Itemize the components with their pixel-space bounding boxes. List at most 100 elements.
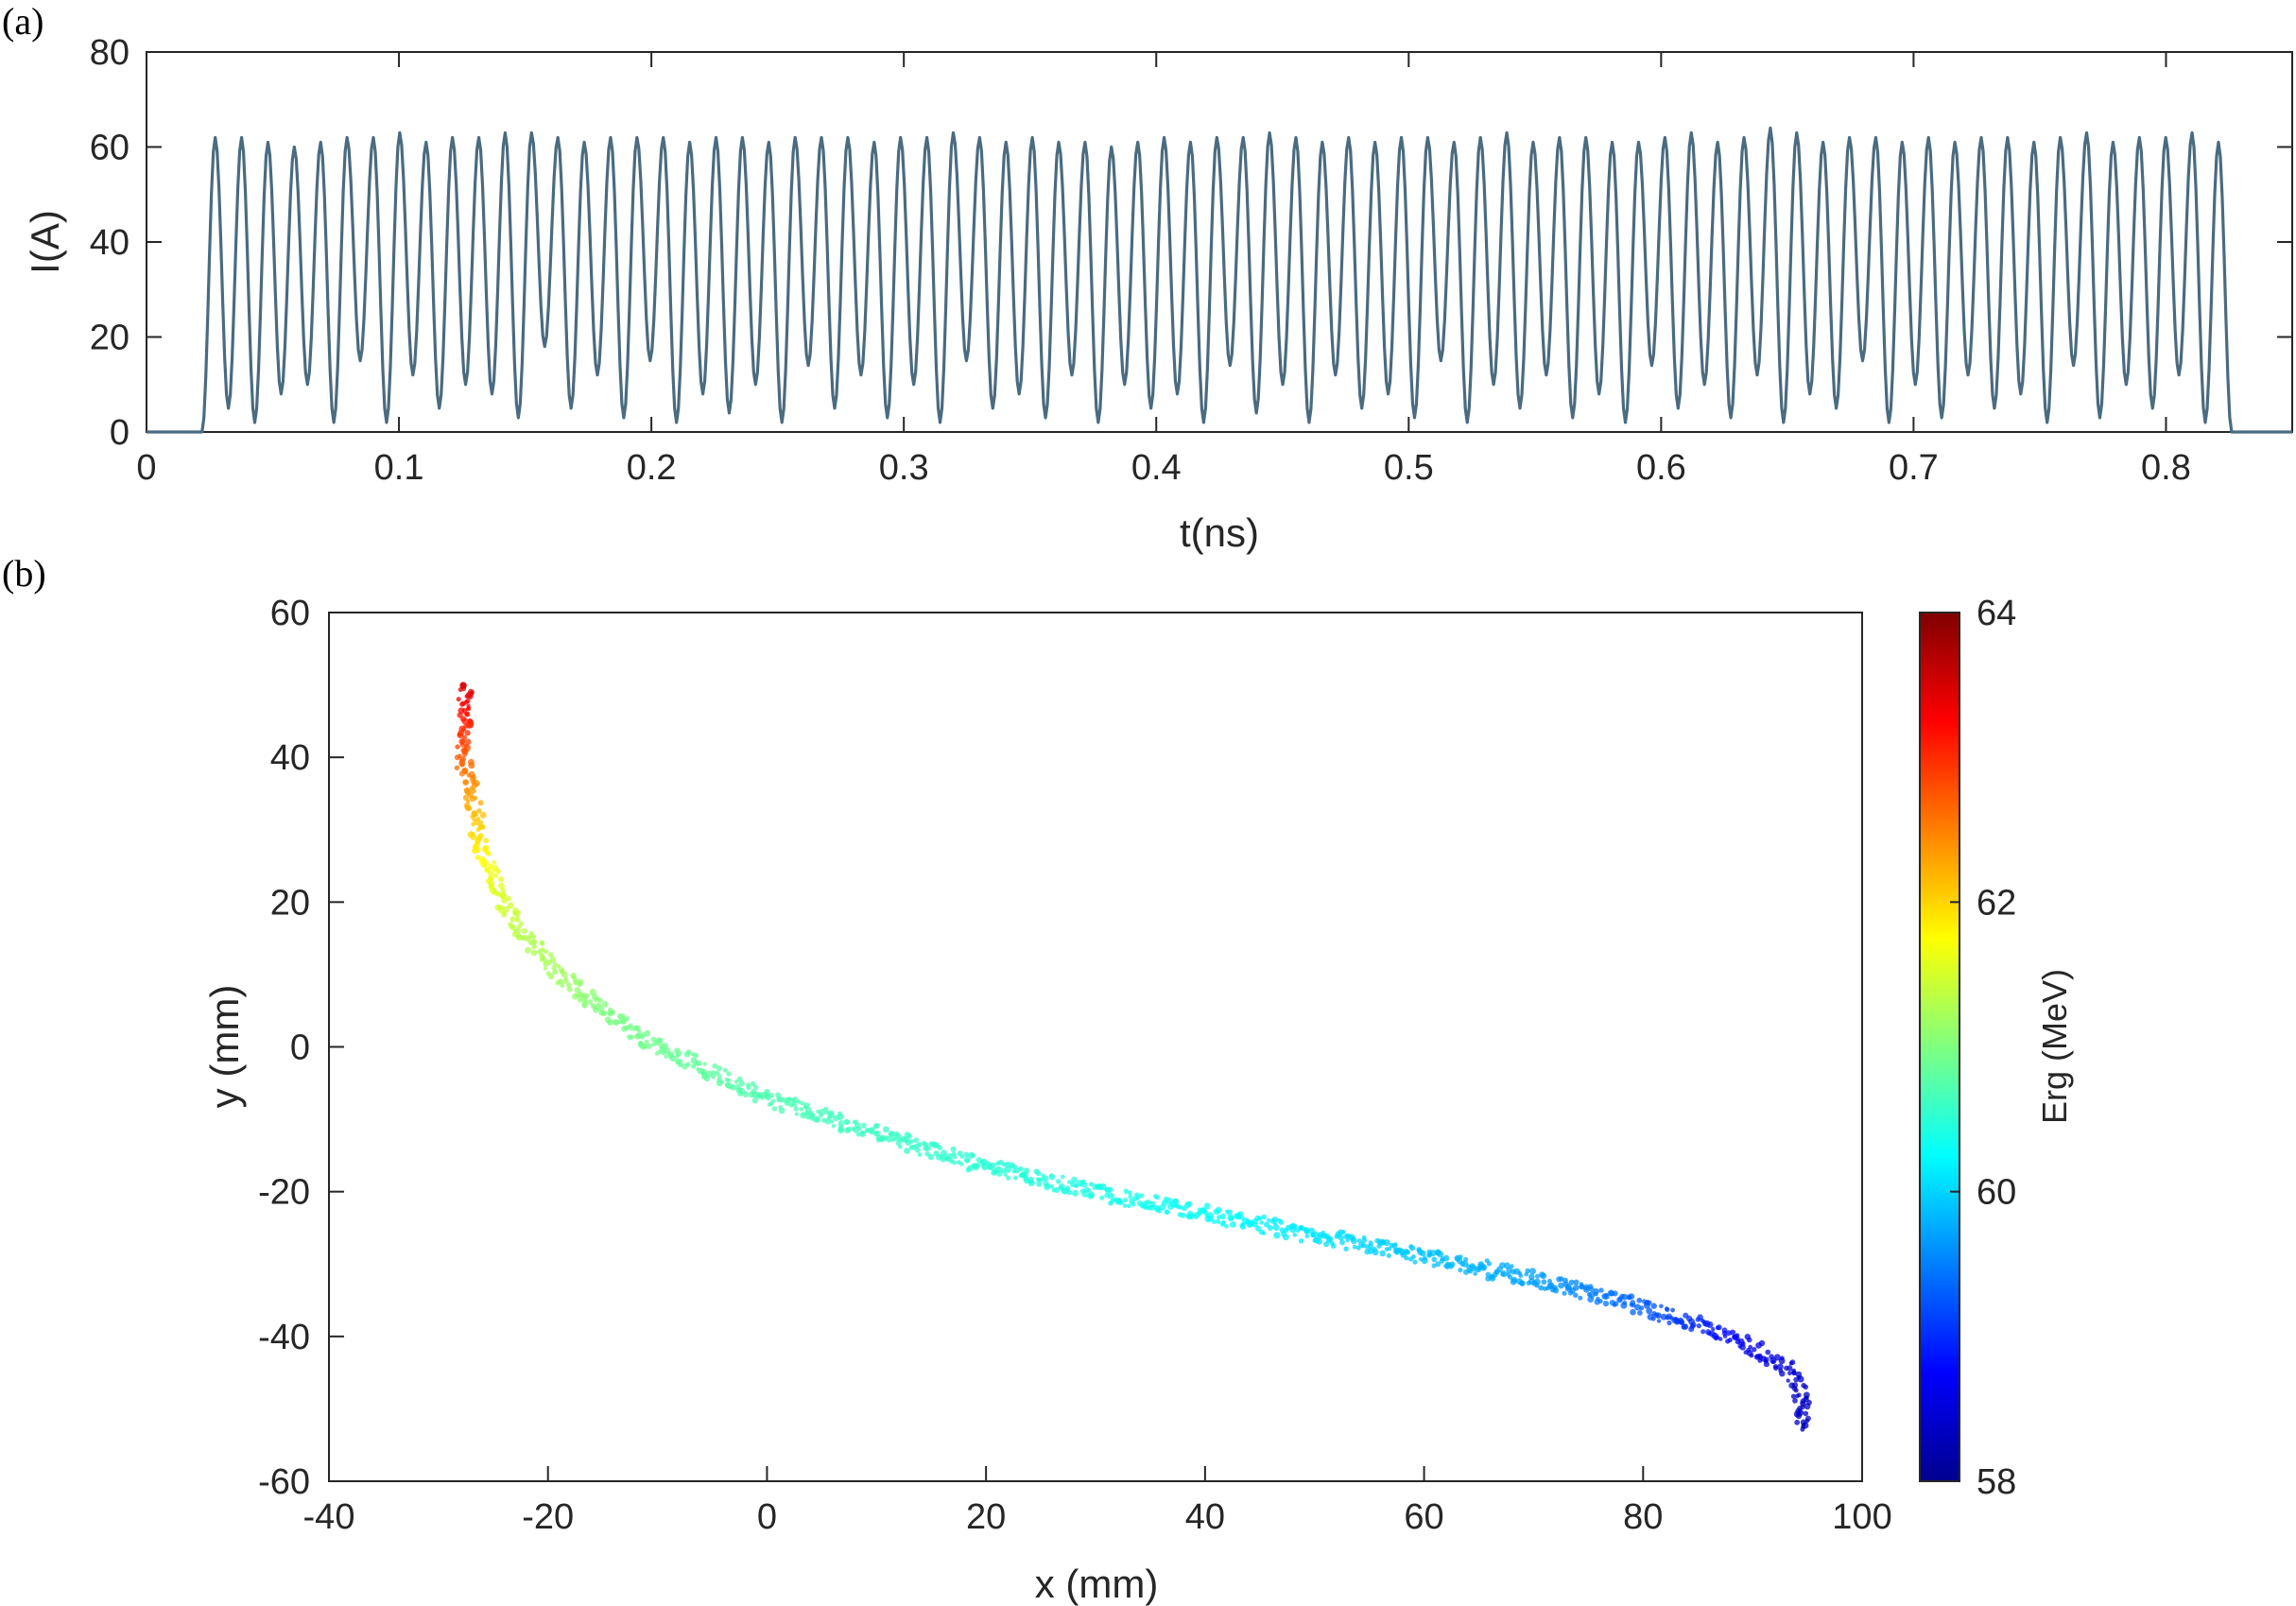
b-particle-point (1793, 1388, 1799, 1393)
b-particle-point (1621, 1293, 1629, 1301)
b-particle-point (663, 1043, 669, 1049)
b-particle-point (1088, 1191, 1095, 1199)
b-particle-point (886, 1136, 892, 1143)
b-particle-point (498, 882, 505, 889)
b-particle-point (657, 1037, 664, 1044)
b-particle-point (1216, 1215, 1221, 1220)
b-particle-point (457, 687, 463, 693)
b-particle-point (1405, 1250, 1410, 1255)
a-xtick-label: 0.8 (2141, 448, 2191, 488)
b-particle-point (1499, 1262, 1506, 1269)
b-particle-point (610, 1010, 616, 1015)
b-particle-point (1272, 1224, 1280, 1231)
b-particle-point (1273, 1232, 1281, 1239)
b-particle-point (1558, 1282, 1564, 1289)
b-particle-point (507, 902, 514, 909)
b-particle-point (1670, 1307, 1675, 1313)
b-particle-point (471, 821, 476, 827)
b-particle-point (1773, 1354, 1781, 1361)
b-particle-point (577, 981, 583, 988)
b-particle-point (1271, 1217, 1279, 1223)
b-particle-point (1486, 1261, 1493, 1267)
b-ytick-label: -40 (258, 1318, 310, 1357)
b-particle-point (1659, 1304, 1664, 1309)
b-particle-point (1361, 1235, 1367, 1240)
b-particle-point (1533, 1278, 1541, 1286)
b-particle-point (1628, 1293, 1635, 1300)
b-particle-point (1449, 1261, 1456, 1268)
b-particle-point (1789, 1359, 1796, 1366)
b-particle-point (543, 966, 548, 971)
b-particle-point (462, 794, 470, 801)
b-particle-point (874, 1130, 881, 1137)
a-ytick-label: 60 (90, 129, 129, 168)
b-xtick-label: 80 (1623, 1497, 1663, 1537)
b-particle-point (549, 957, 557, 963)
b-particle-point (1587, 1296, 1595, 1303)
b-particle-point (937, 1145, 943, 1150)
b-particle-point (906, 1133, 912, 1139)
b-particle-point (837, 1120, 844, 1127)
b-particle-point (664, 1054, 668, 1059)
panel-a-ticks: 0 0.1 0.2 0.3 0.4 0.5 0.6 0.7 0.8 0 20 40 60 80 (90, 33, 2292, 488)
b-particle-point (1604, 1292, 1609, 1298)
b-particle-point (458, 770, 465, 777)
panel-label-a: (a) (2, 0, 43, 43)
b-particle-point (996, 1170, 1003, 1177)
b-particle-point (1230, 1221, 1236, 1228)
b-particle-point (1647, 1300, 1652, 1305)
b-particle-point (1525, 1268, 1530, 1274)
b-particle-point (1534, 1283, 1540, 1288)
colorbar-tick-label: 60 (1977, 1173, 2016, 1213)
b-particle-point (947, 1153, 954, 1160)
b-particle-point (455, 744, 460, 750)
b-particle-point (1666, 1320, 1672, 1326)
b-particle-point (1546, 1278, 1553, 1284)
b-particle-point (704, 1076, 711, 1082)
b-particle-point (629, 1034, 634, 1041)
b-particle-point (964, 1159, 970, 1164)
b-particle-point (620, 1019, 627, 1025)
b-particle-point (1080, 1181, 1088, 1188)
b-particle-point (1637, 1310, 1643, 1316)
b-particle-point (1117, 1200, 1124, 1206)
b-particle-point (525, 946, 532, 954)
b-particle-point (477, 800, 484, 806)
b-particle-point (1278, 1219, 1285, 1225)
b-particle-point (1316, 1237, 1322, 1245)
b-particle-point (838, 1126, 845, 1132)
b-particle-point (1261, 1214, 1267, 1220)
b-particle-point (506, 895, 511, 902)
b-particle-point (1003, 1172, 1009, 1177)
b-particle-point (690, 1063, 697, 1069)
b-particle-point (461, 751, 468, 757)
colorbar-tick-label: 58 (1977, 1462, 2016, 1502)
b-particle-point (514, 917, 521, 923)
b-particle-point (950, 1146, 957, 1152)
b-particle-point (1696, 1323, 1701, 1329)
b-particle-point (909, 1139, 914, 1144)
b-particle-point (1578, 1295, 1583, 1301)
b-particle-point (793, 1106, 799, 1112)
b-particle-point (1379, 1250, 1386, 1257)
b-particle-point (583, 993, 590, 999)
b-particle-point (562, 978, 569, 985)
b-particle-point (1071, 1176, 1078, 1183)
b-particle-point (1220, 1219, 1226, 1225)
b-particle-point (1267, 1217, 1271, 1223)
b-particle-point (679, 1059, 683, 1064)
b-particle-point (1538, 1285, 1545, 1291)
b-particle-point (1161, 1200, 1168, 1206)
b-particle-point (1108, 1186, 1113, 1193)
b-ytick-label: 60 (270, 594, 310, 633)
b-particle-point (1650, 1303, 1657, 1309)
b-particle-point (1131, 1201, 1136, 1207)
b-particle-point (601, 1010, 608, 1016)
b-particle-point (1748, 1344, 1753, 1350)
b-particle-point (1431, 1256, 1438, 1263)
b-xtick-label: 0 (757, 1497, 777, 1537)
b-particle-point (483, 838, 490, 844)
b-particle-point (1681, 1323, 1687, 1330)
